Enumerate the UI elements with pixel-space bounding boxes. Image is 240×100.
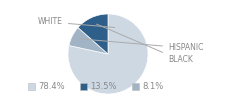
Text: 13.5%: 13.5% — [90, 82, 116, 91]
Text: 78.4%: 78.4% — [38, 82, 65, 91]
Text: WHITE: WHITE — [38, 18, 115, 28]
Bar — [28, 83, 35, 90]
Text: BLACK: BLACK — [96, 24, 193, 64]
Wedge shape — [68, 14, 148, 94]
Wedge shape — [78, 14, 108, 54]
Bar — [80, 83, 87, 90]
Wedge shape — [69, 28, 108, 54]
Bar — [132, 83, 139, 90]
Text: 8.1%: 8.1% — [142, 82, 163, 91]
Text: HISPANIC: HISPANIC — [80, 39, 203, 52]
